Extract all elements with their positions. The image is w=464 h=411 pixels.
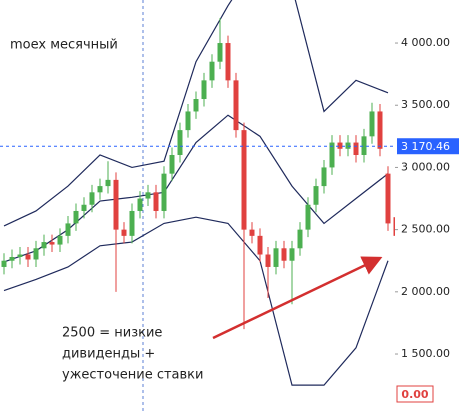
arrow — [212, 256, 383, 340]
candle-body — [361, 136, 367, 155]
candle-body — [329, 142, 335, 168]
candle-body — [137, 198, 143, 211]
candle-body — [185, 111, 191, 131]
candle-body — [225, 43, 231, 81]
candle-body — [257, 235, 263, 255]
candle-body — [209, 61, 215, 81]
candle-body — [193, 99, 199, 112]
candle-body — [265, 254, 271, 267]
candle-body — [9, 256, 15, 261]
band-line — [3, 0, 389, 227]
candle-body — [281, 248, 287, 261]
candle-body — [337, 142, 343, 149]
candle-body — [249, 229, 255, 236]
candle-body — [153, 192, 159, 211]
candle-body — [129, 210, 135, 236]
readout-label: 0.00 — [401, 388, 428, 401]
candle-body — [177, 130, 183, 155]
candle-body — [33, 248, 39, 260]
y-tick-label: 3 000.00 — [401, 160, 450, 173]
candle-body — [145, 192, 151, 199]
annotation-line: 2500 = низкие — [62, 326, 162, 341]
y-tick-label: 4 000.00 — [401, 36, 450, 49]
candle-body — [1, 260, 7, 267]
candle-body — [121, 229, 127, 236]
candle-body — [201, 80, 207, 100]
candle-body — [305, 204, 311, 230]
candle-body — [81, 204, 87, 211]
candle-body — [97, 186, 103, 193]
candle-body — [41, 242, 47, 249]
candle-body — [289, 248, 295, 261]
candle-body — [25, 254, 31, 260]
candle-body — [89, 192, 95, 205]
candle-body — [113, 179, 119, 230]
candle-body — [353, 142, 359, 155]
y-tick-label: 3 500.00 — [401, 98, 450, 111]
candle-body — [241, 130, 247, 230]
candle-body — [369, 111, 375, 137]
y-tick-label: 2 000.00 — [401, 285, 450, 298]
candle-body — [345, 142, 351, 149]
candle-body — [393, 217, 395, 236]
candle-body — [377, 111, 383, 149]
y-tick-label: 1 500.00 — [401, 347, 450, 360]
candle-body — [73, 210, 79, 224]
band-line — [3, 216, 389, 386]
candle-body — [297, 229, 303, 249]
candle-body — [313, 186, 319, 205]
candle-body — [233, 80, 239, 131]
y-tick-label: 2 500.00 — [401, 223, 450, 236]
candle-body — [321, 167, 327, 187]
chart-title: moex месячный — [10, 38, 118, 53]
price-tag — [397, 138, 459, 155]
candle-body — [161, 173, 167, 211]
candle-body — [49, 242, 55, 245]
annotation-line: ужесточение ставки — [62, 368, 203, 383]
readout-box — [396, 385, 434, 403]
candle-body — [217, 43, 223, 62]
plot-area — [1, 0, 395, 386]
candle-body — [65, 223, 71, 236]
candle-body — [169, 154, 175, 174]
candle-body — [17, 254, 23, 257]
candle-body — [57, 235, 63, 245]
candle-body — [385, 173, 391, 224]
candle-body — [273, 248, 279, 267]
price-tag-label: 3 170.46 — [401, 140, 450, 153]
candle-body — [105, 179, 111, 187]
annotation-line: дивиденды + — [62, 347, 155, 362]
